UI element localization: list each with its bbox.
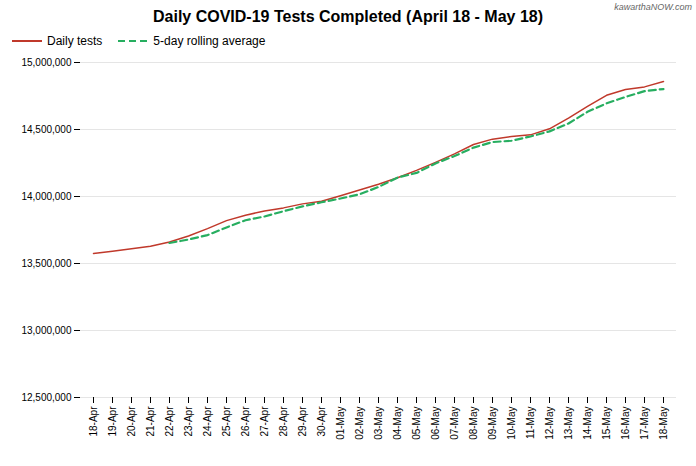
svg-text:16-May: 16-May [620, 407, 631, 440]
svg-text:03-May: 03-May [373, 407, 384, 440]
svg-text:28-Apr: 28-Apr [278, 406, 289, 437]
html-text:kawarthaNOW.com: kawarthaNOW.com [614, 2, 692, 12]
svg-text:22-Apr: 22-Apr [164, 406, 175, 437]
svg-text:15,000,000: 15,000,000 [21, 57, 71, 68]
html-text:Daily COVID-19 Tests Completed: Daily COVID-19 Tests Completed (April 18… [153, 8, 543, 25]
svg-text:05-May: 05-May [411, 407, 422, 440]
html-text:Daily tests: Daily tests [47, 34, 103, 48]
svg-text:14,000,000: 14,000,000 [21, 191, 71, 202]
svg-text:01-May: 01-May [335, 407, 346, 440]
svg-text:02-May: 02-May [354, 407, 365, 440]
svg-text:25-Apr: 25-Apr [221, 406, 232, 437]
svg-text:20-Apr: 20-Apr [126, 406, 137, 437]
svg-text:06-May: 06-May [430, 407, 441, 440]
svg-text:30-Apr: 30-Apr [316, 406, 327, 437]
svg-text:10-May: 10-May [506, 407, 517, 440]
svg-text:23-Apr: 23-Apr [183, 406, 194, 437]
svg-text:12-May: 12-May [544, 407, 555, 440]
svg-text:04-May: 04-May [392, 407, 403, 440]
svg-text:14-May: 14-May [582, 407, 593, 440]
svg-text:13,500,000: 13,500,000 [21, 258, 71, 269]
svg-text:18-May: 18-May [658, 407, 669, 440]
svg-text:12,500,000: 12,500,000 [21, 392, 71, 403]
svg-text:07-May: 07-May [449, 407, 460, 440]
svg-text:19-Apr: 19-Apr [107, 406, 118, 437]
svg-text:09-May: 09-May [487, 407, 498, 440]
svg-text:11-May: 11-May [525, 407, 536, 440]
svg-text:17-May: 17-May [639, 407, 650, 440]
html-text:5-day rolling average: 5-day rolling average [153, 34, 266, 48]
svg-text:14,500,000: 14,500,000 [21, 124, 71, 135]
svg-text:08-May: 08-May [468, 407, 479, 440]
svg-text:27-Apr: 27-Apr [259, 406, 270, 437]
svg-text:26-Apr: 26-Apr [240, 406, 251, 437]
svg-text:21-Apr: 21-Apr [145, 406, 156, 437]
svg-text:13-May: 13-May [563, 407, 574, 440]
svg-text:29-Apr: 29-Apr [297, 406, 308, 437]
svg-text:15-May: 15-May [601, 407, 612, 440]
svg-text:18-Apr: 18-Apr [88, 406, 99, 437]
svg-text:13,000,000: 13,000,000 [21, 325, 71, 336]
svg-text:24-Apr: 24-Apr [202, 406, 213, 437]
